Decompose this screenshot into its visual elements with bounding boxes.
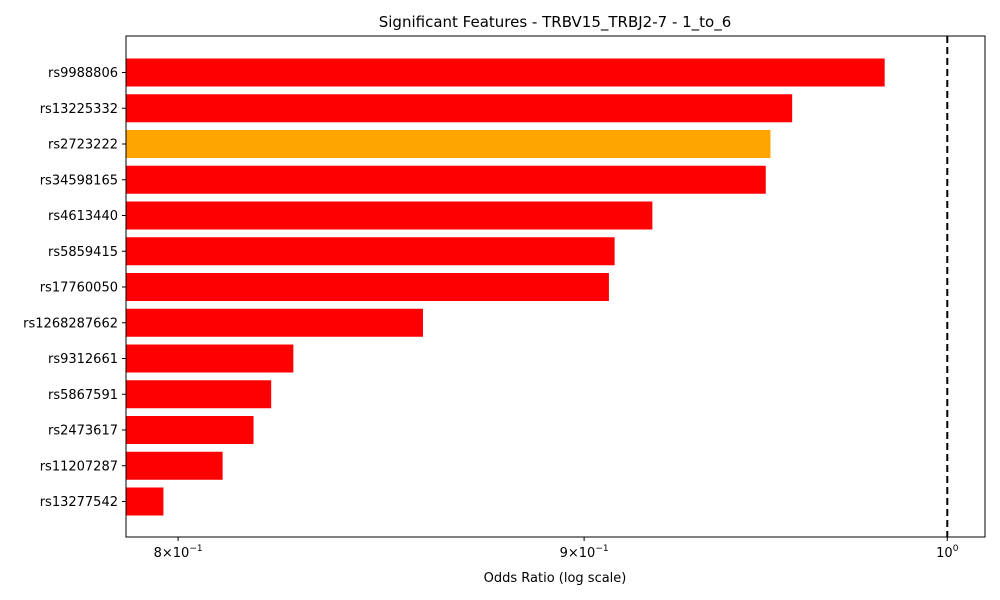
y-tick-label: rs2473617 xyxy=(48,424,118,439)
chart-title: Significant Features - TRBV15_TRBJ2-7 - … xyxy=(379,13,732,32)
y-tick-label: rs17760050 xyxy=(40,281,118,296)
axes-frame xyxy=(125,35,986,538)
bar xyxy=(126,451,223,480)
bars-group xyxy=(126,58,885,516)
y-tick-labels: rs9988806 rs13225332 rs2723222 rs34598165 rs… xyxy=(23,66,126,510)
bar xyxy=(126,58,885,87)
y-tick-label: rs1268287662 xyxy=(23,316,118,331)
y-tick-label: rs9988806 xyxy=(48,66,118,81)
y-tick-label: rs34598165 xyxy=(40,173,118,188)
x-tick-label: 8×10−1 xyxy=(154,544,203,561)
y-tick-label: rs11207287 xyxy=(40,459,118,474)
bar xyxy=(126,487,164,516)
bar xyxy=(126,94,793,123)
bar xyxy=(126,273,609,301)
y-tick-label: rs4613440 xyxy=(48,209,118,224)
y-tick-label: rs2723222 xyxy=(48,138,118,153)
bar xyxy=(126,416,254,444)
x-tick-label: 100 xyxy=(936,544,959,561)
y-tick-label: rs9312661 xyxy=(48,352,118,367)
bar xyxy=(126,380,272,409)
y-tick-label: rs5867591 xyxy=(48,388,118,403)
bar xyxy=(126,344,294,373)
y-tick-label: rs13277542 xyxy=(40,495,118,510)
y-tick-label: rs5859415 xyxy=(48,245,118,260)
y-tick-label: rs13225332 xyxy=(40,102,118,117)
x-tick-labels: 8×10−1 9×10−1 100 xyxy=(154,537,959,561)
x-tick-label: 9×10−1 xyxy=(560,544,609,561)
bar xyxy=(126,237,615,266)
bar xyxy=(126,130,771,158)
bar xyxy=(126,165,766,194)
bar xyxy=(126,201,653,230)
bar xyxy=(126,308,423,337)
x-axis-label: Odds Ratio (log scale) xyxy=(484,571,627,586)
